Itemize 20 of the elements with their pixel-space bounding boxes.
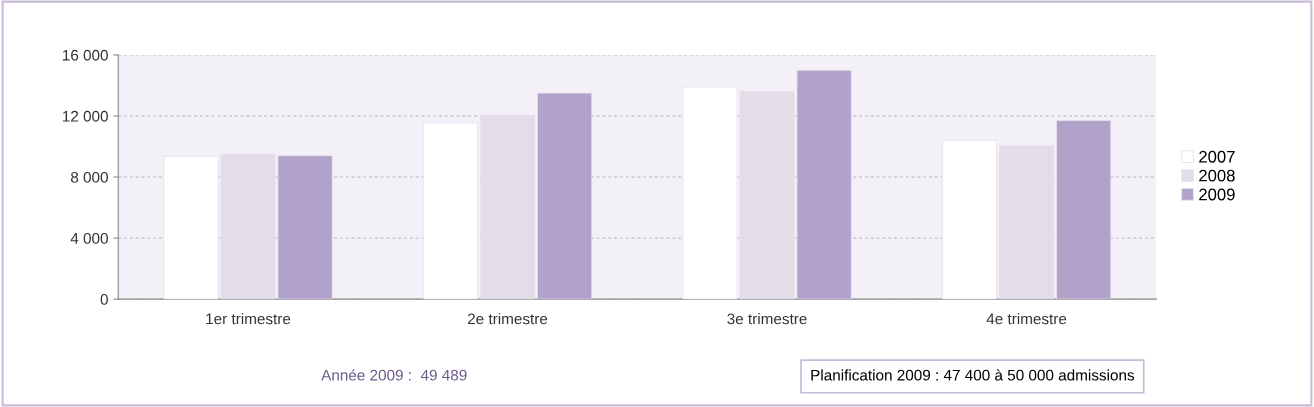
legend-label: 2008 — [1199, 169, 1235, 182]
bar — [999, 145, 1055, 300]
x-tick-label: 3e trimestre — [727, 313, 807, 325]
y-tick-label: 16 000 — [62, 49, 108, 61]
y-tick-label: 0 — [100, 294, 108, 305]
bar — [941, 139, 998, 300]
bar — [479, 114, 536, 300]
legend-label: 2007 — [1199, 150, 1235, 163]
x-tick-label: 4e trimestre — [986, 313, 1067, 325]
y-tick-label: 8 000 — [70, 171, 108, 183]
text: Année 2009 : 49 489 — [321, 369, 467, 381]
y-tick-label: 4 000 — [70, 232, 108, 244]
bar — [422, 122, 478, 300]
bar — [1056, 120, 1112, 300]
bar — [537, 92, 593, 300]
y-tick-label: 12 000 — [62, 110, 108, 122]
x-tick-label: 1er trimestre — [206, 313, 291, 325]
text: Planification 2009 : 47 400 à 50 000 admissions — [811, 369, 1135, 381]
x-tick-label: 2e trimestre — [467, 313, 548, 325]
legend-label: 2009 — [1199, 188, 1235, 201]
